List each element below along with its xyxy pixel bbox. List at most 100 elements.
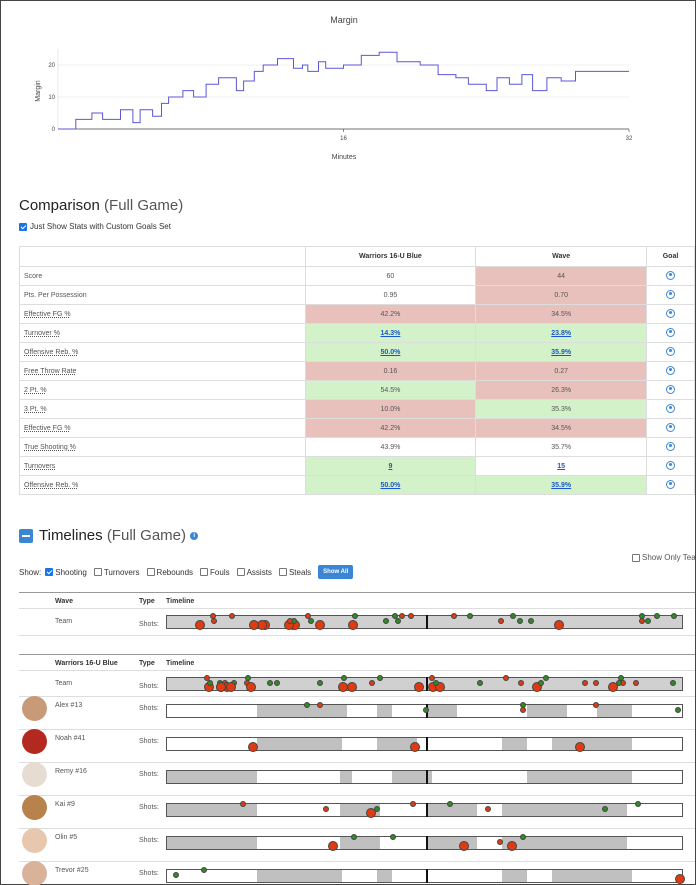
missed-shot-marker[interactable] [365,808,376,818]
made-shot-marker[interactable] [340,675,347,681]
team2-value[interactable]: 15 [475,456,648,476]
player-shot-timeline[interactable] [166,737,683,752]
missed-shot-marker[interactable] [485,806,492,812]
team1-value[interactable]: 14.3% [304,323,477,343]
custom-goals-checkbox[interactable] [19,222,27,231]
missed-shot-marker[interactable] [328,841,339,851]
missed-shot-marker[interactable] [592,702,599,708]
made-shot-marker[interactable] [466,613,473,619]
missed-shot-marker[interactable] [639,618,646,624]
row-name[interactable]: Kai #9 [55,801,75,808]
missed-shot-marker[interactable] [497,839,504,845]
missed-shot-marker[interactable] [497,618,504,624]
made-shot-marker[interactable] [601,806,608,812]
target-icon[interactable] [666,346,676,356]
player-shot-timeline[interactable] [166,834,683,851]
goal-cell[interactable] [646,323,695,343]
missed-shot-marker[interactable] [248,620,259,630]
made-shot-marker[interactable] [542,675,549,681]
made-shot-marker[interactable] [433,680,440,686]
missed-shot-marker[interactable] [459,841,470,851]
made-shot-marker[interactable] [395,618,402,624]
missed-shot-marker[interactable] [398,613,405,619]
filter-fouls[interactable]: Fouls [200,568,230,577]
made-shot-marker[interactable] [207,680,214,686]
made-shot-marker[interactable] [172,872,179,878]
missed-shot-marker[interactable] [369,680,376,686]
made-shot-marker[interactable] [200,867,207,873]
row-name[interactable]: Alex #13 [55,702,83,709]
goal-cell[interactable] [646,285,695,305]
player-shot-timeline[interactable] [166,867,685,884]
missed-shot-marker[interactable] [607,682,618,692]
collapse-timelines-button[interactable] [19,529,33,543]
made-shot-marker[interactable] [274,680,281,686]
made-shot-marker[interactable] [615,680,622,686]
missed-shot-marker[interactable] [674,874,685,884]
missed-shot-marker[interactable] [346,682,357,692]
missed-shot-marker[interactable] [506,841,517,851]
team2-value[interactable]: 35.9% [475,342,648,362]
made-shot-marker[interactable] [675,707,682,713]
target-icon[interactable] [666,422,676,432]
made-shot-marker[interactable] [669,680,676,686]
row-name[interactable]: Team [55,680,73,687]
made-shot-marker[interactable] [671,613,678,619]
made-shot-marker[interactable] [538,680,545,686]
missed-shot-marker[interactable] [229,613,236,619]
row-name[interactable]: Noah #41 [55,735,86,742]
made-shot-marker[interactable] [317,680,324,686]
goal-cell[interactable] [646,342,695,362]
goal-cell[interactable] [646,304,695,324]
show-only-team-filter[interactable]: Show Only Team [632,553,696,562]
team-shot-timeline[interactable] [166,675,683,692]
team1-value[interactable]: 50.0% [304,475,477,495]
player-shot-timeline[interactable] [166,702,683,718]
made-shot-marker[interactable] [528,618,535,624]
goal-cell[interactable] [646,266,695,286]
goal-cell[interactable] [646,380,695,400]
made-shot-marker[interactable] [307,618,314,624]
team2-value[interactable]: 23.8% [475,323,648,343]
made-shot-marker[interactable] [304,702,311,708]
missed-shot-marker[interactable] [593,680,600,686]
row-name[interactable]: Olin #5 [55,834,78,841]
missed-shot-marker[interactable] [519,707,526,713]
row-name[interactable]: Team [55,618,73,625]
missed-shot-marker[interactable] [322,806,329,812]
target-icon[interactable] [666,441,676,451]
target-icon[interactable] [666,403,676,413]
made-shot-marker[interactable] [374,806,381,812]
missed-shot-marker[interactable] [582,680,589,686]
missed-shot-marker[interactable] [413,682,424,692]
missed-shot-marker[interactable] [304,613,311,619]
filter-checkbox[interactable] [146,568,155,576]
made-shot-marker[interactable] [634,801,641,807]
filter-checkbox[interactable] [278,568,287,576]
target-icon[interactable] [666,460,676,470]
made-shot-marker[interactable] [645,618,652,624]
filter-checkbox[interactable] [200,568,209,576]
made-shot-marker[interactable] [392,613,399,619]
missed-shot-marker[interactable] [451,613,458,619]
made-shot-marker[interactable] [422,707,429,713]
missed-shot-marker[interactable] [240,801,247,807]
show-only-team-checkbox[interactable] [632,553,640,562]
target-icon[interactable] [666,289,676,299]
team1-value[interactable]: 9 [304,456,477,476]
made-shot-marker[interactable] [653,613,660,619]
made-shot-marker[interactable] [510,613,517,619]
missed-shot-marker[interactable] [554,620,565,630]
filter-turnovers[interactable]: Turnovers [93,568,140,577]
missed-shot-marker[interactable] [225,682,236,692]
missed-shot-marker[interactable] [287,618,294,624]
target-icon[interactable] [666,479,676,489]
goal-cell[interactable] [646,475,695,495]
goal-cell[interactable] [646,418,695,438]
team-shot-timeline[interactable] [166,613,683,630]
missed-shot-marker[interactable] [316,702,323,708]
goal-cell[interactable] [646,361,695,381]
missed-shot-marker[interactable] [407,613,414,619]
player-shot-timeline[interactable] [166,770,683,784]
made-shot-marker[interactable] [350,834,357,840]
